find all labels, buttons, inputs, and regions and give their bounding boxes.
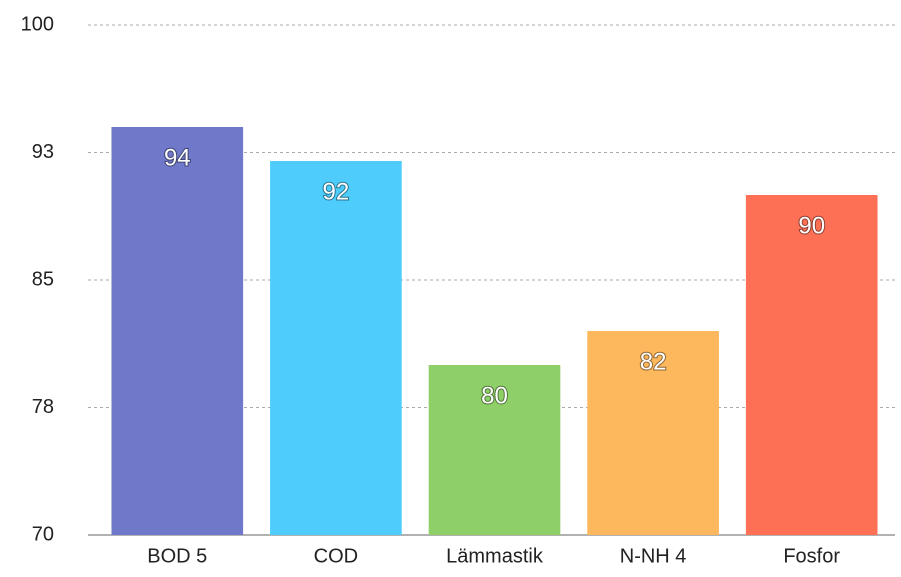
x-tick-label: N-NH 4	[620, 545, 687, 567]
bar	[587, 331, 719, 535]
x-tick-label: BOD 5	[147, 545, 207, 567]
bar	[745, 195, 878, 535]
bar	[111, 127, 244, 535]
bar	[428, 365, 561, 535]
bar	[270, 161, 402, 535]
value-label: 94	[164, 144, 191, 171]
y-tick-label: 100	[21, 13, 54, 35]
value-label: 80	[481, 382, 508, 409]
value-label: 90	[798, 212, 825, 239]
x-tick-label: Fosfor	[783, 545, 840, 567]
x-tick-label: COD	[314, 545, 358, 567]
y-tick-label: 93	[32, 141, 54, 163]
y-tick-label: 70	[32, 523, 54, 545]
y-tick-label: 85	[32, 268, 54, 290]
y-tick-label: 78	[32, 396, 54, 418]
x-tick-label: Lämmastik	[446, 545, 544, 567]
value-label: 82	[640, 348, 667, 375]
value-label: 92	[323, 178, 350, 205]
